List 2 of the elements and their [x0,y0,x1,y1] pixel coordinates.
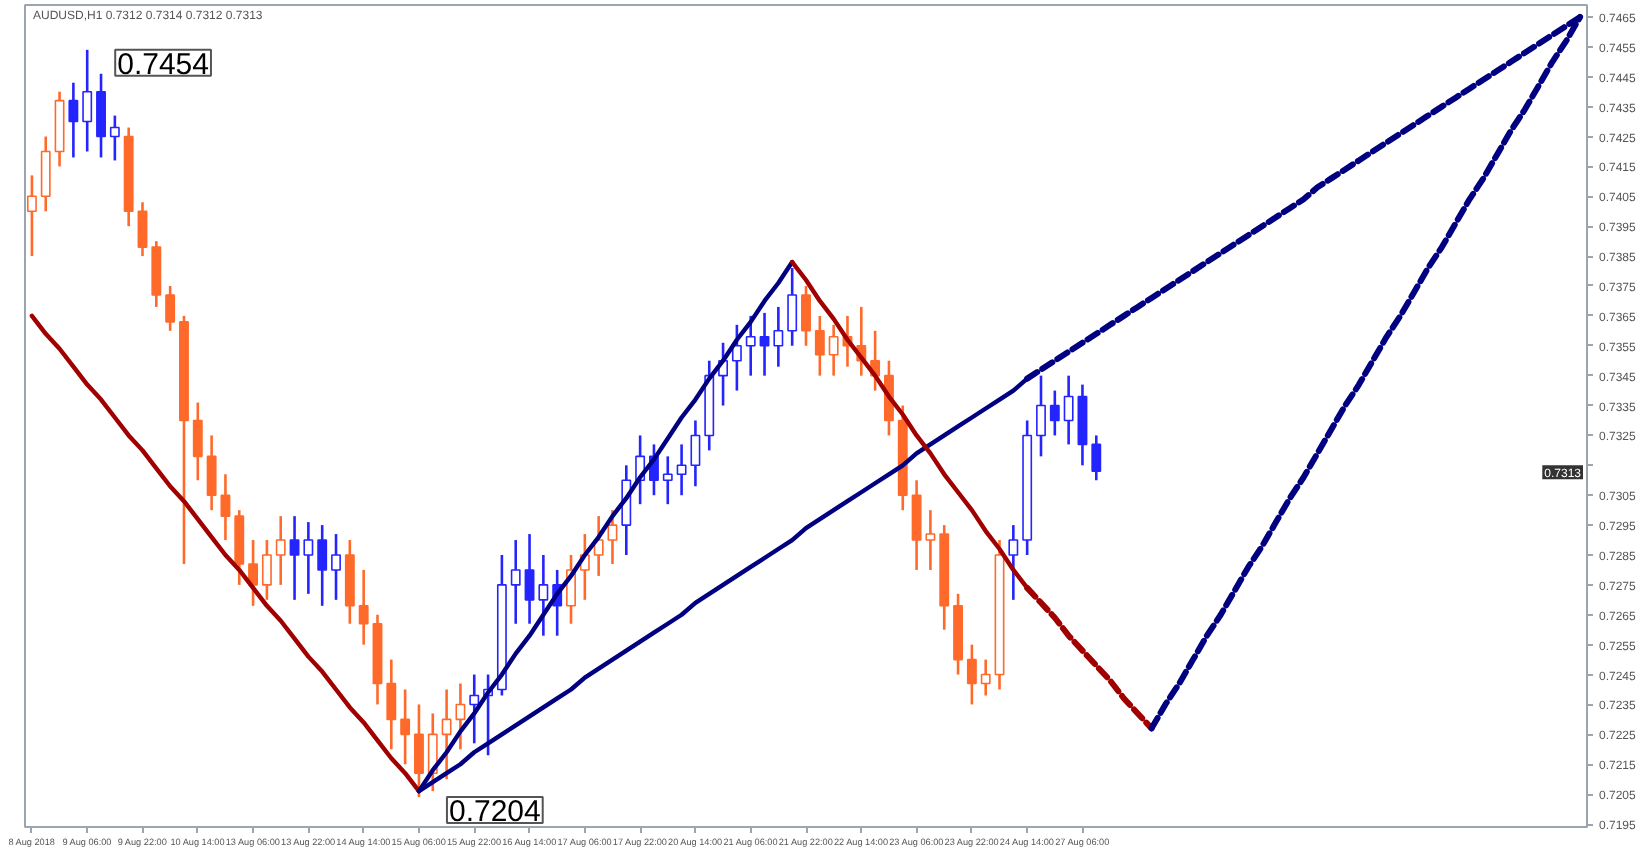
annotation: 0.7454 [117,47,209,82]
annotation: 0.7204 [448,795,541,830]
